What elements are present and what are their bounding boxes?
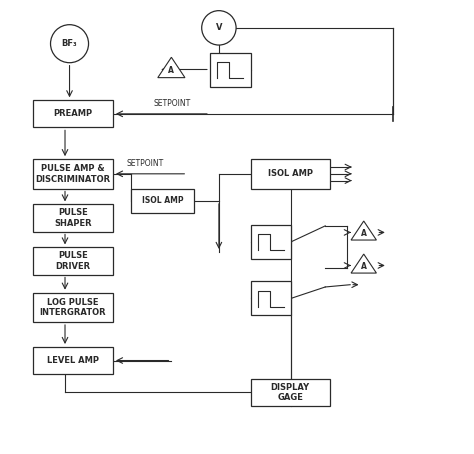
Bar <box>251 281 292 315</box>
Polygon shape <box>351 221 376 240</box>
Text: PULSE
SHAPER: PULSE SHAPER <box>54 208 92 227</box>
Text: ISOL AMP: ISOL AMP <box>268 169 313 178</box>
Bar <box>210 53 251 87</box>
Text: SETPOINT: SETPOINT <box>126 159 164 168</box>
Bar <box>33 247 112 275</box>
Text: A: A <box>168 66 174 75</box>
Text: ISOL AMP: ISOL AMP <box>142 197 183 206</box>
Text: V: V <box>216 23 222 32</box>
Bar <box>33 159 112 188</box>
Bar <box>33 347 112 374</box>
Text: PREAMP: PREAMP <box>54 109 92 118</box>
Bar <box>251 159 330 188</box>
Text: LEVEL AMP: LEVEL AMP <box>47 356 99 365</box>
Circle shape <box>51 25 89 63</box>
Text: PULSE
DRIVER: PULSE DRIVER <box>55 251 91 271</box>
Bar <box>131 188 194 213</box>
Text: BF₃: BF₃ <box>62 39 77 48</box>
Text: DISPLAY
GAGE: DISPLAY GAGE <box>271 383 310 402</box>
Text: SETPOINT: SETPOINT <box>153 99 191 108</box>
Bar <box>251 225 292 259</box>
Text: A: A <box>361 229 367 238</box>
Bar <box>33 100 112 128</box>
Text: LOG PULSE
INTERGRATOR: LOG PULSE INTERGRATOR <box>40 298 106 317</box>
Bar <box>33 204 112 232</box>
Bar <box>251 379 330 406</box>
Polygon shape <box>351 254 376 273</box>
Text: PULSE AMP &
DISCRIMINATOR: PULSE AMP & DISCRIMINATOR <box>36 164 110 183</box>
Bar <box>33 293 112 322</box>
Circle shape <box>202 10 236 45</box>
Text: A: A <box>361 262 367 271</box>
Polygon shape <box>158 57 185 78</box>
